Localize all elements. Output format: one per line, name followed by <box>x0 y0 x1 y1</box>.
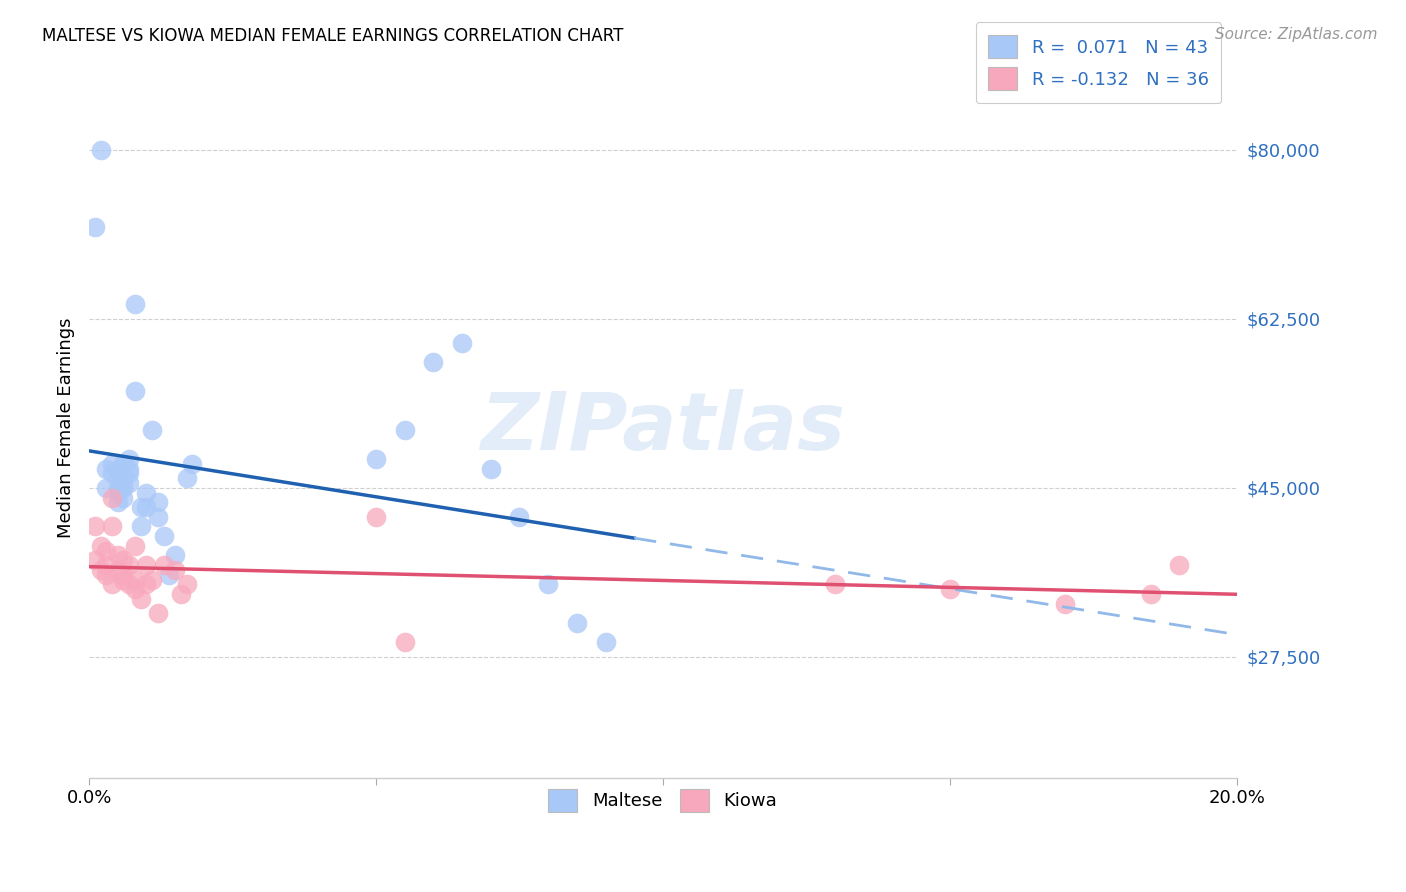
Point <box>112 491 135 505</box>
Point <box>90 539 112 553</box>
Point <box>508 509 530 524</box>
Point <box>96 567 118 582</box>
Point <box>107 471 129 485</box>
Point <box>135 558 157 573</box>
Point <box>152 558 174 573</box>
Point <box>112 481 135 495</box>
Point <box>90 143 112 157</box>
Point <box>101 467 124 481</box>
Point <box>96 461 118 475</box>
Point <box>107 481 129 495</box>
Point <box>107 495 129 509</box>
Text: Source: ZipAtlas.com: Source: ZipAtlas.com <box>1215 27 1378 42</box>
Point <box>157 567 180 582</box>
Point <box>124 384 146 399</box>
Point <box>107 563 129 577</box>
Point <box>112 471 135 485</box>
Point <box>176 471 198 485</box>
Point <box>141 573 163 587</box>
Point <box>422 355 444 369</box>
Point <box>101 577 124 591</box>
Text: ZIPatlas: ZIPatlas <box>481 389 845 467</box>
Point <box>394 423 416 437</box>
Point <box>96 558 118 573</box>
Point <box>824 577 846 591</box>
Point <box>107 485 129 500</box>
Point <box>135 577 157 591</box>
Point <box>129 519 152 533</box>
Point <box>118 451 141 466</box>
Point <box>1168 558 1191 573</box>
Point <box>124 297 146 311</box>
Point <box>141 423 163 437</box>
Point <box>118 558 141 573</box>
Point <box>101 519 124 533</box>
Point <box>101 491 124 505</box>
Point <box>112 573 135 587</box>
Point <box>107 549 129 563</box>
Point <box>364 451 387 466</box>
Point <box>129 591 152 606</box>
Y-axis label: Median Female Earnings: Median Female Earnings <box>58 318 75 538</box>
Point <box>124 539 146 553</box>
Point <box>135 485 157 500</box>
Point <box>451 336 474 351</box>
Point <box>364 509 387 524</box>
Point <box>129 500 152 515</box>
Point <box>537 577 560 591</box>
Point <box>1139 587 1161 601</box>
Point <box>96 543 118 558</box>
Point <box>170 587 193 601</box>
Point <box>146 607 169 621</box>
Point <box>152 529 174 543</box>
Point <box>112 567 135 582</box>
Point <box>1053 597 1076 611</box>
Point <box>124 573 146 587</box>
Point <box>124 582 146 597</box>
Point <box>394 635 416 649</box>
Point <box>176 577 198 591</box>
Legend: Maltese, Kiowa: Maltese, Kiowa <box>536 776 790 824</box>
Point <box>90 563 112 577</box>
Point <box>118 467 141 481</box>
Point <box>101 457 124 471</box>
Point <box>118 461 141 475</box>
Point <box>939 582 962 597</box>
Point <box>135 500 157 515</box>
Point <box>165 549 187 563</box>
Point <box>112 553 135 567</box>
Point <box>83 519 105 533</box>
Point <box>595 635 617 649</box>
Point <box>118 577 141 591</box>
Point <box>107 461 129 475</box>
Point <box>565 615 588 630</box>
Point <box>146 495 169 509</box>
Point <box>165 563 187 577</box>
Point <box>83 220 105 235</box>
Point <box>112 476 135 491</box>
Point <box>118 476 141 491</box>
Point <box>181 457 204 471</box>
Point <box>96 481 118 495</box>
Text: MALTESE VS KIOWA MEDIAN FEMALE EARNINGS CORRELATION CHART: MALTESE VS KIOWA MEDIAN FEMALE EARNINGS … <box>42 27 623 45</box>
Point <box>146 509 169 524</box>
Point <box>479 461 502 475</box>
Point <box>112 457 135 471</box>
Point <box>83 553 105 567</box>
